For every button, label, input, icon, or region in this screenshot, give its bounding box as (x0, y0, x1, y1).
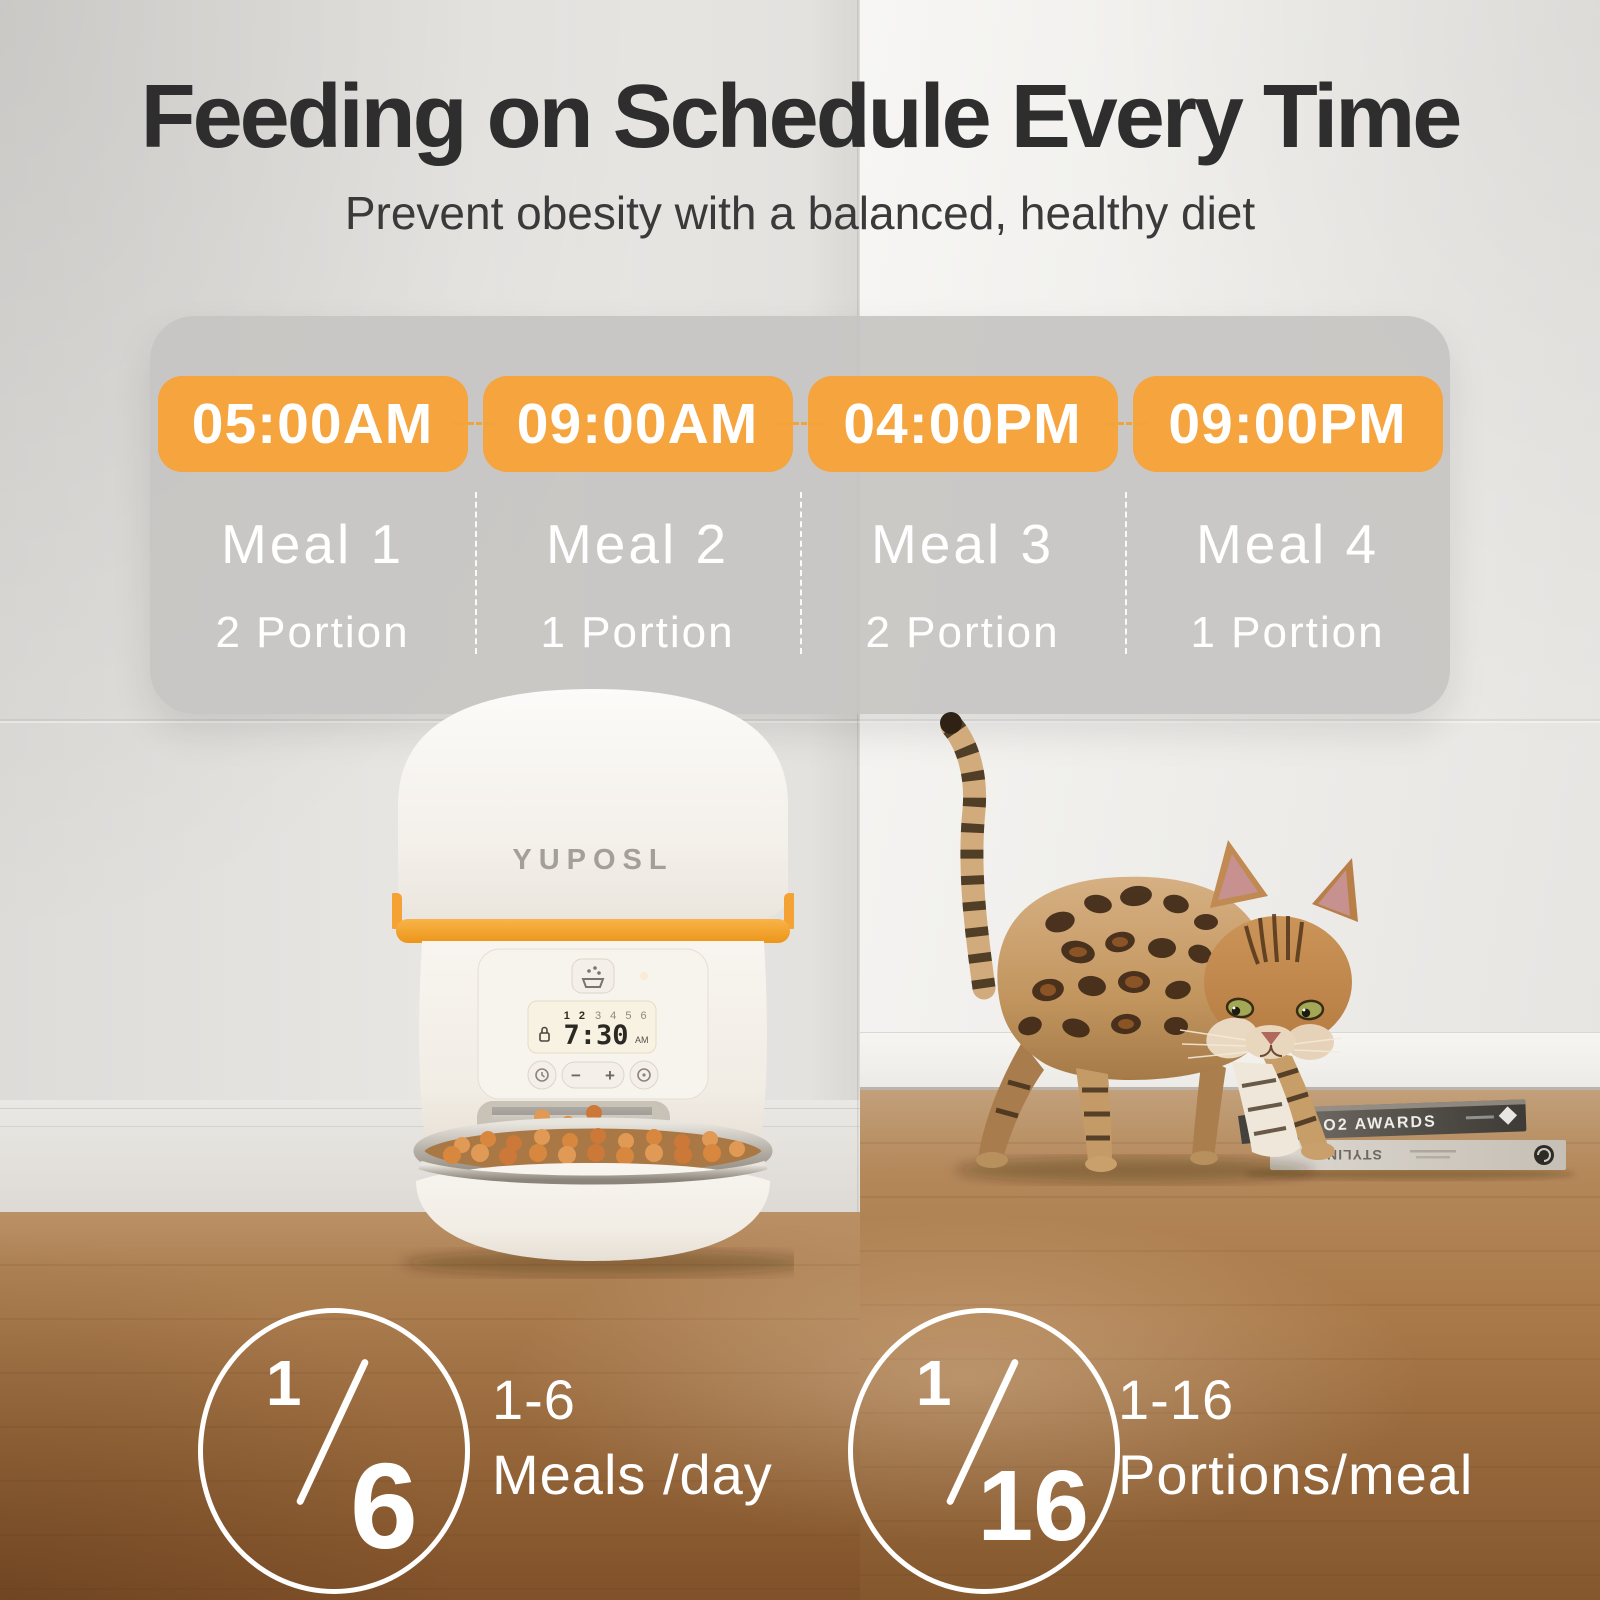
cat-forehead-stripes (1244, 913, 1304, 965)
bowl-base (416, 1163, 770, 1261)
lid-latch-right (784, 893, 794, 929)
meals-per-day-text: 1-6 Meals /day (492, 1362, 773, 1512)
meal-label: Meal 2 (545, 513, 730, 575)
cat-eye-right (1295, 999, 1325, 1021)
schedule-connector-dashed (452, 422, 498, 425)
cat-paw (1190, 1151, 1218, 1165)
chute-opening-shadow (492, 1107, 652, 1115)
accent-band (396, 919, 790, 943)
feeder-shadow (402, 1250, 794, 1276)
bengal-cat (940, 712, 1358, 1183)
led-indicator (640, 972, 648, 980)
wall-trim-line (0, 719, 1600, 721)
feature-range: 1-6 (492, 1368, 576, 1431)
books-stack: O2 AWARDS STYLING (1238, 1099, 1575, 1180)
time-badge: 04:00PM (807, 376, 1118, 472)
portion-label: 1 Portion (540, 608, 735, 657)
settings-button-icon (637, 1068, 651, 1082)
feature-unit: Meals /day (492, 1443, 773, 1507)
fraction-numerator: 1 (265, 1347, 302, 1420)
fraction-denominator: 6 (349, 1437, 418, 1574)
schedule-connector-dashed (1102, 422, 1148, 425)
schedule-connector-dashed (777, 422, 823, 425)
lock-icon (539, 1026, 550, 1042)
cat-shadow (955, 1157, 1315, 1183)
portion-label: 1 Portion (1190, 608, 1385, 657)
time-badge: 09:00PM (1132, 376, 1443, 472)
portions-per-meal-circle: 1 16 (848, 1308, 1120, 1594)
meal-label: Meal 1 (220, 513, 405, 575)
cat-paw (1301, 1142, 1335, 1160)
feeder-lid (398, 689, 788, 935)
lcd-meridiem: AM (635, 1035, 649, 1045)
cat-rosette-centers (1040, 937, 1143, 1029)
fraction-denominator: 16 (977, 1449, 1089, 1562)
dispense-button (571, 958, 615, 994)
portion-adjuster (561, 1061, 625, 1089)
cat-hind-leg-far (978, 1042, 1044, 1162)
portion-label: 2 Portion (215, 608, 410, 657)
meal-column-1: 05:00AM Meal 1 2 Portion (150, 316, 475, 714)
meal-column-4: 09:00PM Meal 4 1 Portion (1125, 316, 1450, 714)
lcd-inactive-slots: 3 4 5 6 (595, 1010, 650, 1022)
timer-button-icon (535, 1068, 549, 1082)
book-top-title: O2 AWARDS (1323, 1113, 1437, 1134)
column-divider-dashed (475, 492, 477, 654)
book-top: O2 AWARDS (1251, 1099, 1527, 1141)
fraction-numerator: 1 (915, 1347, 952, 1420)
time-badge: 09:00AM (482, 376, 793, 472)
portions-per-meal-text: 1-16 Portions/meal (1118, 1362, 1473, 1512)
time-badge: 05:00AM (157, 376, 468, 472)
minus-button: − (571, 1066, 581, 1085)
cat-paw (976, 1152, 1008, 1168)
cat-head (1179, 840, 1358, 1060)
plus-button: + (605, 1066, 615, 1085)
meals-per-day-circle: 1 6 (198, 1308, 470, 1594)
lcd-active-slots: 1 2 (564, 1010, 588, 1022)
lid-latch-left (392, 893, 402, 929)
page-title: Feeding on Schedule Every Time (140, 67, 1463, 167)
feature-range: 1-16 (1118, 1368, 1235, 1431)
cat-whiskers (1179, 1029, 1343, 1059)
cat-chest-stripes (1241, 1078, 1287, 1136)
lcd-time: 7:30 (563, 1020, 628, 1051)
kibble-in-bowl (443, 1128, 745, 1165)
feeding-schedule-panel: 05:00AM Meal 1 2 Portion 09:00AM Meal 2 … (150, 316, 1450, 714)
cat-paw (1085, 1156, 1117, 1172)
column-divider-dashed (800, 492, 802, 654)
lcd-screen (527, 1000, 657, 1054)
meal-column-2: 09:00AM Meal 2 1 Portion (475, 316, 800, 714)
cat-tail (940, 712, 996, 1000)
pet-feeder-device: YUPOSL 1 2 3 4 5 6 7:30 AM (392, 689, 794, 1276)
cat-front-leg-far (1192, 1056, 1226, 1158)
cat-eye-left (1225, 997, 1255, 1019)
bowl-rim-front (418, 1160, 768, 1185)
dispense-button-icon (581, 966, 605, 988)
meal-column-3: 04:00PM Meal 3 2 Portion (800, 316, 1125, 714)
books-shadow (1245, 1168, 1575, 1180)
column-divider-dashed (1125, 492, 1127, 654)
meal-label: Meal 4 (1195, 513, 1380, 575)
meal-label: Meal 3 (870, 513, 1055, 575)
cat-nose (1261, 1032, 1281, 1045)
page-subtitle: Prevent obesity with a balanced, healthy… (344, 187, 1256, 239)
feature-unit: Portions/meal (1118, 1443, 1474, 1507)
book-bottom: STYLING (1270, 1140, 1566, 1170)
portion-label: 2 Portion (865, 608, 1060, 657)
brand-logo: YUPOSL (512, 844, 673, 876)
